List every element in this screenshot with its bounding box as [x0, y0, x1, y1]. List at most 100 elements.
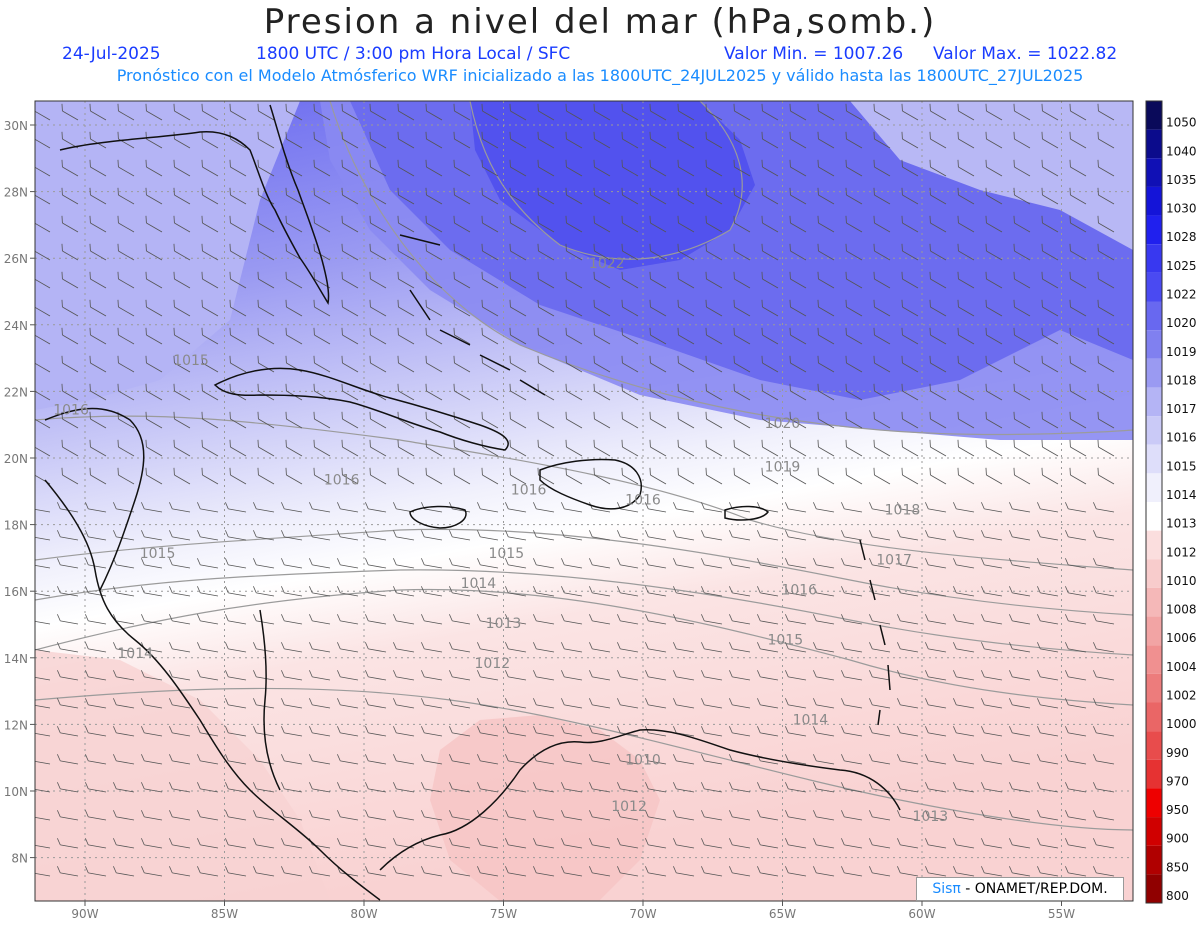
wind-barb	[365, 642, 387, 653]
wind-barb	[901, 131, 919, 149]
wind-barb	[813, 530, 835, 541]
wind-barb	[285, 467, 303, 485]
wind-barb	[141, 698, 163, 709]
wind-barb	[425, 355, 443, 373]
wind-barb	[533, 502, 555, 513]
wind-barb	[733, 159, 751, 177]
wind-barb	[617, 726, 639, 737]
wind-barb	[1013, 131, 1031, 149]
wind-barb	[61, 411, 79, 429]
wind-barb	[565, 383, 583, 401]
wind-barb	[253, 586, 275, 597]
wind-barb	[505, 670, 527, 681]
wind-barb	[1069, 215, 1087, 233]
colorbar-swatch	[1146, 101, 1162, 130]
wind-barb	[1093, 614, 1115, 625]
wind-barb	[281, 726, 303, 737]
wind-barb	[85, 614, 107, 625]
wind-barb	[281, 614, 303, 625]
wind-barb	[817, 383, 835, 401]
wind-barb	[841, 558, 863, 569]
wind-barb	[365, 614, 387, 625]
wind-barb	[117, 159, 135, 177]
wind-barb	[449, 866, 471, 877]
wind-barb	[565, 355, 583, 373]
wind-barb	[561, 642, 583, 653]
wind-barb	[565, 467, 583, 485]
wind-barb	[1097, 327, 1115, 345]
wind-barb	[897, 670, 919, 681]
wind-barb	[1037, 698, 1059, 709]
wind-barb	[509, 299, 527, 317]
colorbar-label: 1010	[1166, 574, 1197, 588]
wind-barb	[365, 810, 387, 821]
wind-barb	[757, 586, 779, 597]
wind-barb	[393, 782, 415, 793]
wind-barb	[169, 558, 191, 569]
wind-barb	[785, 586, 807, 597]
wind-barb	[533, 866, 555, 877]
wind-barbs	[35, 103, 1115, 877]
wind-barb	[789, 467, 807, 485]
wind-barb	[257, 271, 275, 289]
wind-barb	[673, 866, 695, 877]
colorbar-swatch	[1146, 645, 1162, 674]
wind-barb	[761, 467, 779, 485]
wind-barb	[645, 810, 667, 821]
wind-barb	[145, 439, 163, 457]
wind-barb	[845, 159, 863, 177]
wind-barb	[145, 355, 163, 373]
wind-barb	[57, 670, 79, 681]
wind-barb	[869, 726, 891, 737]
wind-barb	[481, 383, 499, 401]
wind-barb	[1013, 355, 1031, 373]
model-description: Pronóstico con el Modelo Atmósferico WRF…	[116, 66, 1084, 85]
wind-barb	[337, 558, 359, 569]
wind-barb	[761, 327, 779, 345]
wind-barb	[285, 439, 303, 457]
wind-barb	[309, 754, 331, 765]
wind-barb	[173, 411, 191, 429]
wind-barb	[729, 530, 751, 541]
wind-barb	[117, 215, 135, 233]
wind-barb	[761, 159, 779, 177]
wind-barb	[1009, 698, 1031, 709]
wind-barb	[141, 838, 163, 849]
wind-barb	[309, 726, 331, 737]
lat-label: 12N	[4, 718, 28, 732]
wind-barb	[1013, 411, 1031, 429]
wind-barb	[705, 467, 723, 485]
wind-barb	[505, 558, 527, 569]
wind-barb	[141, 754, 163, 765]
wind-barb	[589, 698, 611, 709]
wind-barb	[393, 558, 415, 569]
wind-barb	[253, 530, 275, 541]
wind-barb	[1097, 355, 1115, 373]
wind-barb	[817, 439, 835, 457]
wind-barb	[173, 383, 191, 401]
wind-barb	[453, 355, 471, 373]
wind-barb	[533, 726, 555, 737]
wind-barb	[117, 271, 135, 289]
wind-barb	[225, 558, 247, 569]
wind-barb	[1097, 299, 1115, 317]
wind-barb	[901, 215, 919, 233]
wind-barb	[873, 187, 891, 205]
wind-barb	[173, 159, 191, 177]
wind-barb	[925, 502, 947, 513]
colorbar-swatch	[1146, 616, 1162, 646]
wind-barb	[981, 726, 1003, 737]
wind-barb	[677, 271, 695, 289]
wind-barb	[593, 383, 611, 401]
wind-barb	[281, 530, 303, 541]
wind-barb	[229, 271, 247, 289]
wind-barb	[89, 411, 107, 429]
wind-barb	[113, 866, 135, 877]
wind-barb	[421, 782, 443, 793]
wind-barb	[817, 159, 835, 177]
wind-barb	[229, 327, 247, 345]
hispaniola-coast	[539, 458, 642, 510]
wind-barb	[173, 439, 191, 457]
wind-barb	[117, 467, 135, 485]
wind-barb	[901, 187, 919, 205]
